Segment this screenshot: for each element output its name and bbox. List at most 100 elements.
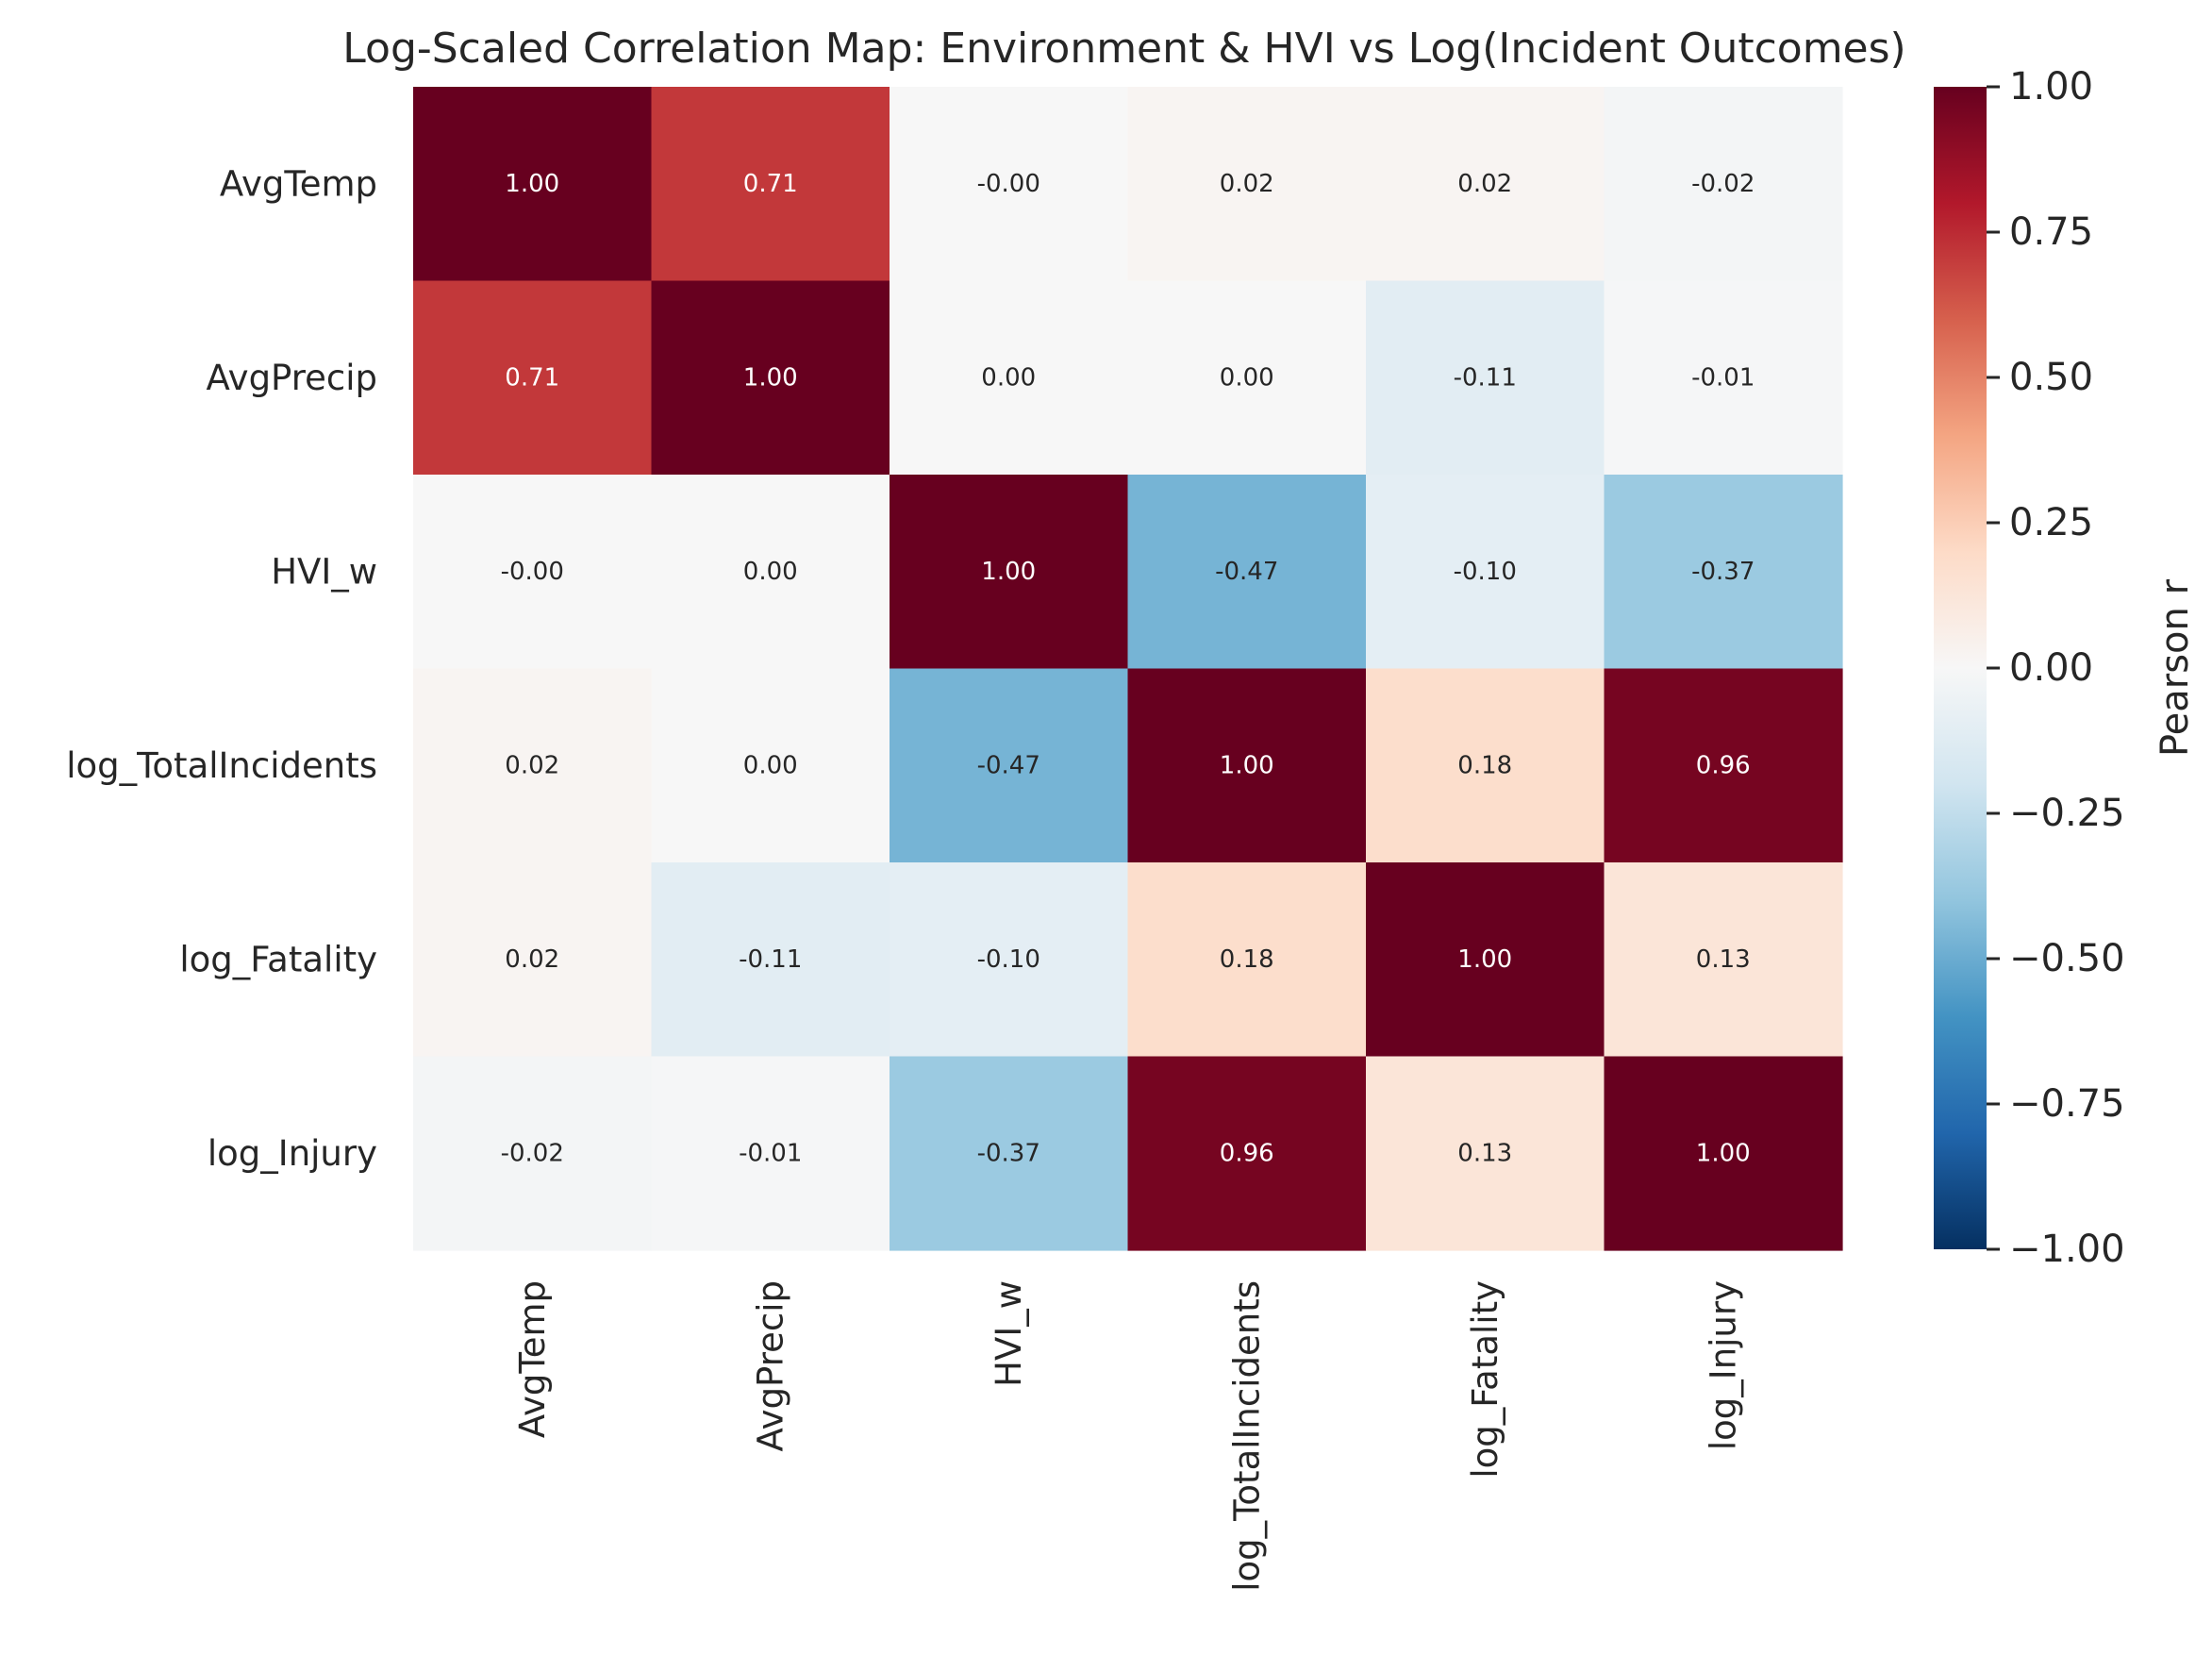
heatmap-cell xyxy=(1127,280,1367,476)
row-tick-label: AvgPrecip xyxy=(207,358,377,398)
column-tick-label: AvgPrecip xyxy=(750,1280,790,1451)
colorbar-tick-label: −1.00 xyxy=(2009,1228,2125,1271)
row-tick-label: AvgTemp xyxy=(220,163,377,204)
heatmap-cell-label: -0.11 xyxy=(739,945,802,974)
heatmap-cell-label: -0.01 xyxy=(739,1139,802,1167)
heatmap-cell xyxy=(651,668,890,863)
colorbar-tick-label: −0.75 xyxy=(2009,1082,2125,1126)
column-tick-labels: AvgTemp AvgPrecip HVI_w log_TotalIncidents l… xyxy=(512,1280,1744,1592)
heatmap-cell-labels: 1.00 0.71 -0.00 0.02 0.02 -0.02 0.71 1.00 0.00 0.… xyxy=(501,170,1755,1168)
heatmap-cell xyxy=(1604,1056,1843,1251)
heatmap-cell xyxy=(1604,87,1843,282)
heatmap-cell xyxy=(413,1056,653,1251)
heatmap-cell-label: 0.00 xyxy=(743,751,798,779)
column-tick-label: log_Injury xyxy=(1703,1280,1743,1450)
colorbar: 1.00 0.75 0.50 0.25 0.00 −0.25 −0.50 −0.75 −1.00… xyxy=(1934,65,2197,1271)
heatmap-cell xyxy=(651,1056,890,1251)
heatmap-cell-label: 0.71 xyxy=(743,170,798,198)
heatmap-cell-label: 0.18 xyxy=(1220,945,1274,974)
heatmap-cell xyxy=(651,87,890,282)
heatmap-cell xyxy=(413,87,653,282)
heatmap-cell xyxy=(1604,475,1843,670)
heatmap-cell xyxy=(890,668,1129,863)
colorbar-tick-label: 1.00 xyxy=(2009,65,2093,109)
heatmap-cell-label: 0.13 xyxy=(1696,945,1751,974)
heatmap-cell xyxy=(651,862,890,1058)
heatmap-cell xyxy=(1127,668,1367,863)
heatmap-cell xyxy=(1127,475,1367,670)
heatmap-cell-label: 0.18 xyxy=(1457,751,1512,779)
heatmap-cell-label: 0.13 xyxy=(1457,1139,1512,1167)
heatmap-cell-label: -0.37 xyxy=(1691,558,1755,586)
heatmap-cell xyxy=(413,280,653,476)
heatmap-cell-label: -0.11 xyxy=(1454,363,1517,392)
colorbar-tick-label: 0.50 xyxy=(2009,356,2093,399)
heatmap-cell xyxy=(1127,87,1367,282)
heatmap-cell-label: 0.96 xyxy=(1696,751,1751,779)
heatmap-cell-label: 0.71 xyxy=(505,363,559,392)
heatmap-cell-label: 1.00 xyxy=(1457,945,1512,974)
heatmap-cell-label: -0.00 xyxy=(977,170,1040,198)
heatmap-cell xyxy=(651,475,890,670)
column-tick-label: AvgTemp xyxy=(512,1280,553,1438)
heatmap-cell xyxy=(651,280,890,476)
row-tick-label: log_Injury xyxy=(208,1133,377,1174)
heatmap-cell xyxy=(413,475,653,670)
heatmap-cell-label: 0.00 xyxy=(1220,363,1274,392)
heatmap-cell-label: -0.37 xyxy=(977,1139,1040,1167)
heatmap-cell xyxy=(1366,87,1605,282)
heatmap-cell-label: 1.00 xyxy=(743,363,798,392)
heatmap-cell xyxy=(413,668,653,863)
heatmap-cell xyxy=(890,87,1129,282)
heatmap-cell xyxy=(890,280,1129,476)
heatmap-cell-label: 0.96 xyxy=(1220,1139,1274,1167)
colorbar-tick-label: 0.25 xyxy=(2009,501,2093,544)
heatmap-cell-label: -0.10 xyxy=(1454,558,1517,586)
column-tick-label: HVI_w xyxy=(989,1280,1029,1387)
heatmap-cell-label: 1.00 xyxy=(981,558,1036,586)
heatmap-cell xyxy=(1127,862,1367,1058)
heatmap-cell xyxy=(890,475,1129,670)
heatmap-cell-label: 0.02 xyxy=(1220,170,1274,198)
heatmap-cell xyxy=(1604,280,1843,476)
heatmap-cell xyxy=(1366,862,1605,1058)
colorbar-label: Pearson r xyxy=(2154,578,2197,757)
heatmap-cell xyxy=(1604,668,1843,863)
heatmap-cell-label: -0.01 xyxy=(1691,363,1755,392)
heatmap-cell-label: 0.00 xyxy=(743,558,798,586)
heatmap-cell xyxy=(1366,475,1605,670)
heatmap-cell-label: 0.02 xyxy=(505,751,559,779)
column-tick-label: log_Fatality xyxy=(1465,1280,1505,1479)
heatmap-cell xyxy=(1127,1056,1367,1251)
heatmap-cell-label: 0.02 xyxy=(505,945,559,974)
chart-title: Log-Scaled Correlation Map: Environment … xyxy=(342,25,1905,73)
colorbar-tick-label: −0.50 xyxy=(2009,937,2125,980)
colorbar-tick-label: 0.75 xyxy=(2009,210,2093,254)
heatmap-cell-label: 1.00 xyxy=(1220,751,1274,779)
colorbar-gradient xyxy=(1934,87,1987,1249)
row-tick-label: log_Fatality xyxy=(179,939,377,979)
heatmap-cell-label: -0.47 xyxy=(977,751,1040,779)
heatmap-cell-label: -0.47 xyxy=(1215,558,1278,586)
heatmap-cell xyxy=(1604,862,1843,1058)
colorbar-tick-label: −0.25 xyxy=(2009,792,2125,835)
heatmap-cell-label: 0.02 xyxy=(1457,170,1512,198)
row-tick-labels: AvgTemp AvgPrecip HVI_w log_TotalIncidentsl… xyxy=(66,163,377,1174)
heatmap-cell-label: -0.02 xyxy=(501,1139,564,1167)
heatmap-cell xyxy=(1366,280,1605,476)
heatmap-cell-label: -0.00 xyxy=(501,558,564,586)
heatmap-cell xyxy=(890,1056,1129,1251)
heatmap-cell xyxy=(890,862,1129,1058)
heatmap-cell-label: -0.10 xyxy=(977,945,1040,974)
heatmap-cell-label: 1.00 xyxy=(1696,1139,1751,1167)
heatmap-cell-label: 1.00 xyxy=(505,170,559,198)
column-tick-label: log_TotalIncidents xyxy=(1226,1280,1267,1592)
heatmap-cells xyxy=(413,87,1843,1251)
heatmap-cell-label: -0.02 xyxy=(1691,170,1755,198)
colorbar-ticks: 1.00 0.75 0.50 0.25 0.00 −0.25 −0.50 −0.75 −1.00 xyxy=(1987,65,2125,1271)
row-tick-label: log_TotalIncidents xyxy=(66,745,377,786)
heatmap-cell xyxy=(413,862,653,1058)
row-tick-label: HVI_w xyxy=(271,551,377,592)
heatmap-cell xyxy=(1366,668,1605,863)
